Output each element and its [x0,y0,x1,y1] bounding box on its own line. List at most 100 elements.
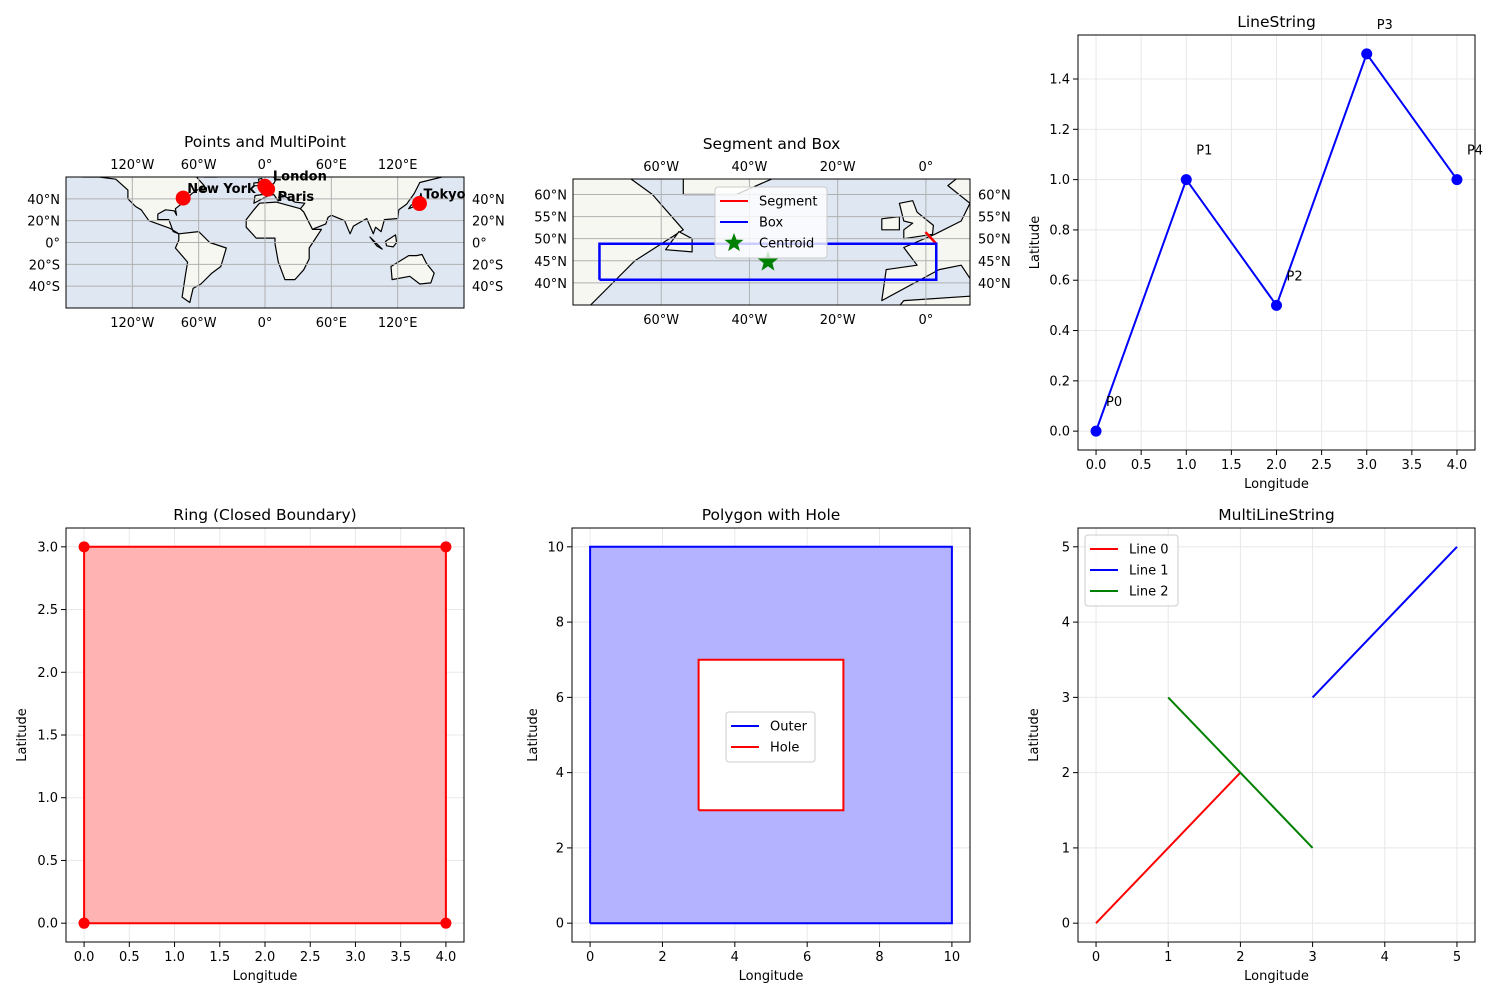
series-line [589,545,953,925]
x-tick-label: 2.5 [300,950,321,965]
x-tick-label: 3.5 [1401,458,1422,473]
y-tick-label: 2.5 [37,603,58,618]
y-tick-label: 40°S [29,280,60,295]
x-tick-label: 3.0 [1356,458,1377,473]
y-tick-label: 0.5 [37,854,58,869]
y-tick-label: 1.5 [37,729,58,744]
land-polygon [253,181,259,187]
chart-title: LineString [1237,13,1316,31]
chart-title: Ring (Closed Boundary) [173,506,356,524]
x-tick-label: 2.0 [1266,458,1287,473]
y-tick-label: 0 [1062,917,1070,932]
y-tick-label: 6 [556,691,564,706]
y-tick-label: 0.4 [1049,324,1070,339]
chart-title: Polygon with Hole [702,506,841,524]
x-tick-label: 0.0 [1086,458,1107,473]
x-tick-label: 0 [586,950,594,965]
centroid-star [757,250,779,271]
y-tick-label: 45°N [534,255,567,270]
point-marker [1090,425,1102,437]
x-tick-label: 60°E [316,316,347,331]
x-tick-label: 1.5 [209,950,230,965]
x-tick-label: 2 [658,950,666,965]
point-marker [1361,48,1373,60]
chart-title: Points and MultiPoint [184,133,346,151]
axes-frame [65,176,465,309]
x-tick-label-top: 60°W [643,160,679,175]
y-tick-label: 4 [1062,616,1070,631]
x-tick-label: 120°W [110,316,154,331]
point-label: P3 [1377,18,1393,33]
x-tick-label-top: 120°W [110,158,154,173]
x-tick-label: 0.5 [1131,458,1152,473]
subplot-4: 0.0 0.5 1.0 1.5 2.0 2.5 3.0 3.5 4.0 0.0 0.5 1.0 1.5 2… [15,506,465,984]
land-polygon [881,179,970,302]
box-line [598,242,938,282]
x-tick-label-top: 0° [258,158,273,173]
point-marker [78,917,90,929]
x-tick-label: 4 [1381,950,1389,965]
series-line [1095,771,1242,924]
x-tick-label: 2.5 [1311,458,1332,473]
x-tick-label-top: 60°W [181,158,217,173]
legend-label: Centroid [759,237,814,252]
x-tick-label: 1 [1164,950,1172,965]
x-axis-label: Longitude [1244,477,1309,492]
x-axis-label: Longitude [233,969,298,984]
x-tick-label-top: 0° [918,160,933,175]
y-tick-label: 0.2 [1049,374,1070,389]
legend: Line 0 Line 1 Line 2 [1084,534,1179,607]
y-tick-label-right: 0° [472,237,487,252]
y-tick-label: 1.0 [37,791,58,806]
land-polygon [369,236,383,250]
x-tick-label: 3.0 [345,950,366,965]
x-tick-label: 0.5 [119,950,140,965]
land-polygon [174,231,227,304]
city-label: Tokyo [423,188,465,203]
x-tick-label: 10 [944,950,961,965]
x-tick-label: 4 [731,950,739,965]
y-tick-label-right: 40°S [472,280,503,295]
point-marker [1451,174,1463,186]
x-tick-label: 60°W [181,316,217,331]
y-tick-label-right: 50°N [978,233,1011,248]
x-tick-label-top: 40°W [731,160,767,175]
land-polygon [1429,508,1500,627]
point-label: P1 [1196,144,1212,159]
x-tick-label: 40°W [731,313,767,328]
y-tick-label-right: 60°N [978,188,1011,203]
axes-frame [572,178,971,306]
y-tick-label: 5 [1062,540,1070,555]
y-axis-label: Latitude [526,708,541,762]
x-tick-label: 0° [918,313,933,328]
land-polygon [898,200,935,240]
x-tick-label: 8 [875,950,883,965]
city-marker [175,190,191,206]
y-tick-label-right: 40°N [472,193,505,208]
y-tick-label: 60°N [534,188,567,203]
land-polygon [81,177,205,235]
x-tick-label: 1.0 [164,950,185,965]
y-tick-label: 0.0 [37,917,58,932]
y-tick-label: 8 [556,616,564,631]
x-tick-label: 120°E [378,316,418,331]
legend-box [1084,534,1179,607]
city-label: New York [187,182,256,197]
x-tick-label: 2 [1236,950,1244,965]
land-polygon [239,170,250,173]
city-marker [260,181,276,197]
x-tick-label: 60°W [643,313,679,328]
series-line [1311,546,1458,699]
y-tick-label: 2 [1062,766,1070,781]
x-tick-label: 0.0 [74,950,95,965]
y-tick-label: 2.0 [37,666,58,681]
y-axis-label: Latitude [15,708,30,762]
y-tick-label: 20°S [29,258,60,273]
legend-label: Segment [759,195,818,210]
y-tick-label-right: 40°N [978,277,1011,292]
land-polygon [881,216,901,231]
x-tick-label: 6 [803,950,811,965]
y-tick-label: 3.0 [37,540,58,555]
